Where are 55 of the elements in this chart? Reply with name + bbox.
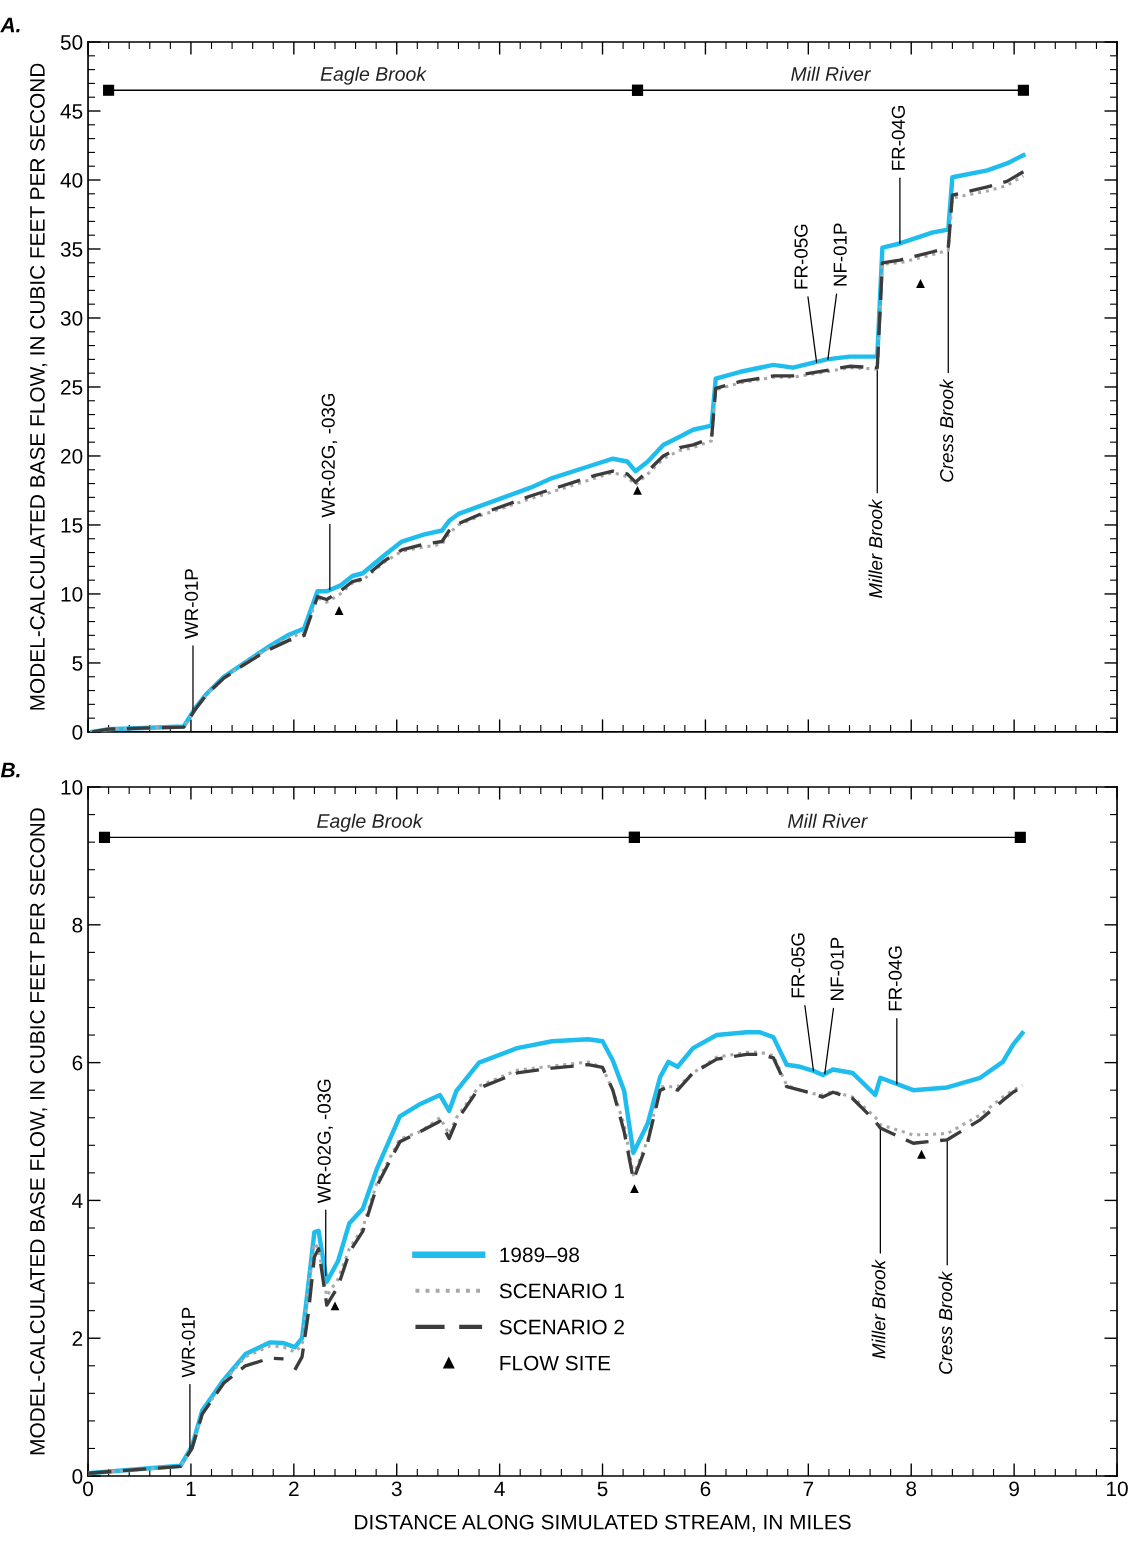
x-tick-label: 4 <box>494 1481 505 1496</box>
annotation: Eagle Brook <box>317 813 424 832</box>
annotation: FR-05G <box>791 933 805 998</box>
chart-title: B. <box>0 762 20 778</box>
annotation: WR-02G, -03G <box>321 393 338 518</box>
x-tick-label: 5 <box>597 1481 608 1497</box>
x-tick-label: 1 <box>186 1481 196 1496</box>
y-axis-title: MODEL-CALCULATED BASE FLOW, IN CUBIC FEET PER SECOND <box>30 808 48 1455</box>
annotation: Miller Brook <box>871 1259 886 1359</box>
y-tick-label: 6 <box>72 1055 83 1071</box>
annotation: WR-01P <box>181 1307 195 1378</box>
annotation: WR-01P <box>184 569 199 639</box>
y-tick-label: 20 <box>61 448 83 464</box>
annotation: WR-02G, -03G <box>317 1079 333 1204</box>
x-tick-label: 7 <box>803 1481 814 1496</box>
chart-title: A. <box>0 17 20 33</box>
annotation: FR-04G <box>888 946 902 1011</box>
y-tick-label: 25 <box>61 379 83 395</box>
x-axis-title: DISTANCE ALONG SIMULATED STREAM, IN MILES <box>355 1514 851 1532</box>
y-tick-label: 0 <box>72 1469 83 1484</box>
legend-label: SCENARIO 1 <box>499 1283 624 1299</box>
annotation: FR-04G <box>891 105 905 170</box>
y-tick-label: 4 <box>72 1193 83 1208</box>
y-tick-label: 30 <box>60 310 83 326</box>
y-tick-label: 40 <box>60 173 83 188</box>
annotation: Eagle Brook <box>320 66 427 85</box>
x-tick-label: 3 <box>391 1481 402 1497</box>
legend-label: FLOW SITE <box>500 1355 611 1371</box>
x-tick-label: 8 <box>906 1481 917 1497</box>
y-tick-label: 5 <box>72 656 83 671</box>
annotation: FR-05G <box>794 224 808 289</box>
y-tick-label: 50 <box>60 35 83 50</box>
annotation: Cress Brook <box>938 1270 953 1374</box>
y-axis-title: MODEL-CALCULATED BASE FLOW, IN CUBIC FEET PER SECOND <box>30 63 48 710</box>
annotation: Miller Brook <box>868 498 883 598</box>
x-tick-label: 0 <box>83 1481 94 1497</box>
y-tick-label: 45 <box>60 104 83 119</box>
x-tick-label: 2 <box>289 1481 299 1496</box>
x-tick-label: 10 <box>1107 1481 1128 1497</box>
annotation: NF-01P <box>830 937 844 1000</box>
legend-label: 1989–98 <box>500 1247 579 1263</box>
y-tick-label: 0 <box>72 724 83 740</box>
annotation: NF-01P <box>833 223 847 286</box>
y-tick-label: 35 <box>60 241 83 257</box>
y-tick-label: 15 <box>61 518 83 533</box>
x-tick-label: 9 <box>1009 1481 1019 1497</box>
annotation: Cress Brook <box>939 378 954 482</box>
x-tick-label: 6 <box>700 1481 711 1497</box>
annotation: Mill River <box>791 66 872 81</box>
legend-label: SCENARIO 2 <box>499 1319 624 1335</box>
y-tick-label: 8 <box>72 917 83 933</box>
y-tick-label: 2 <box>72 1331 83 1346</box>
annotation: Mill River <box>788 813 868 828</box>
y-tick-label: 10 <box>61 586 83 602</box>
y-tick-label: 10 <box>61 780 83 795</box>
